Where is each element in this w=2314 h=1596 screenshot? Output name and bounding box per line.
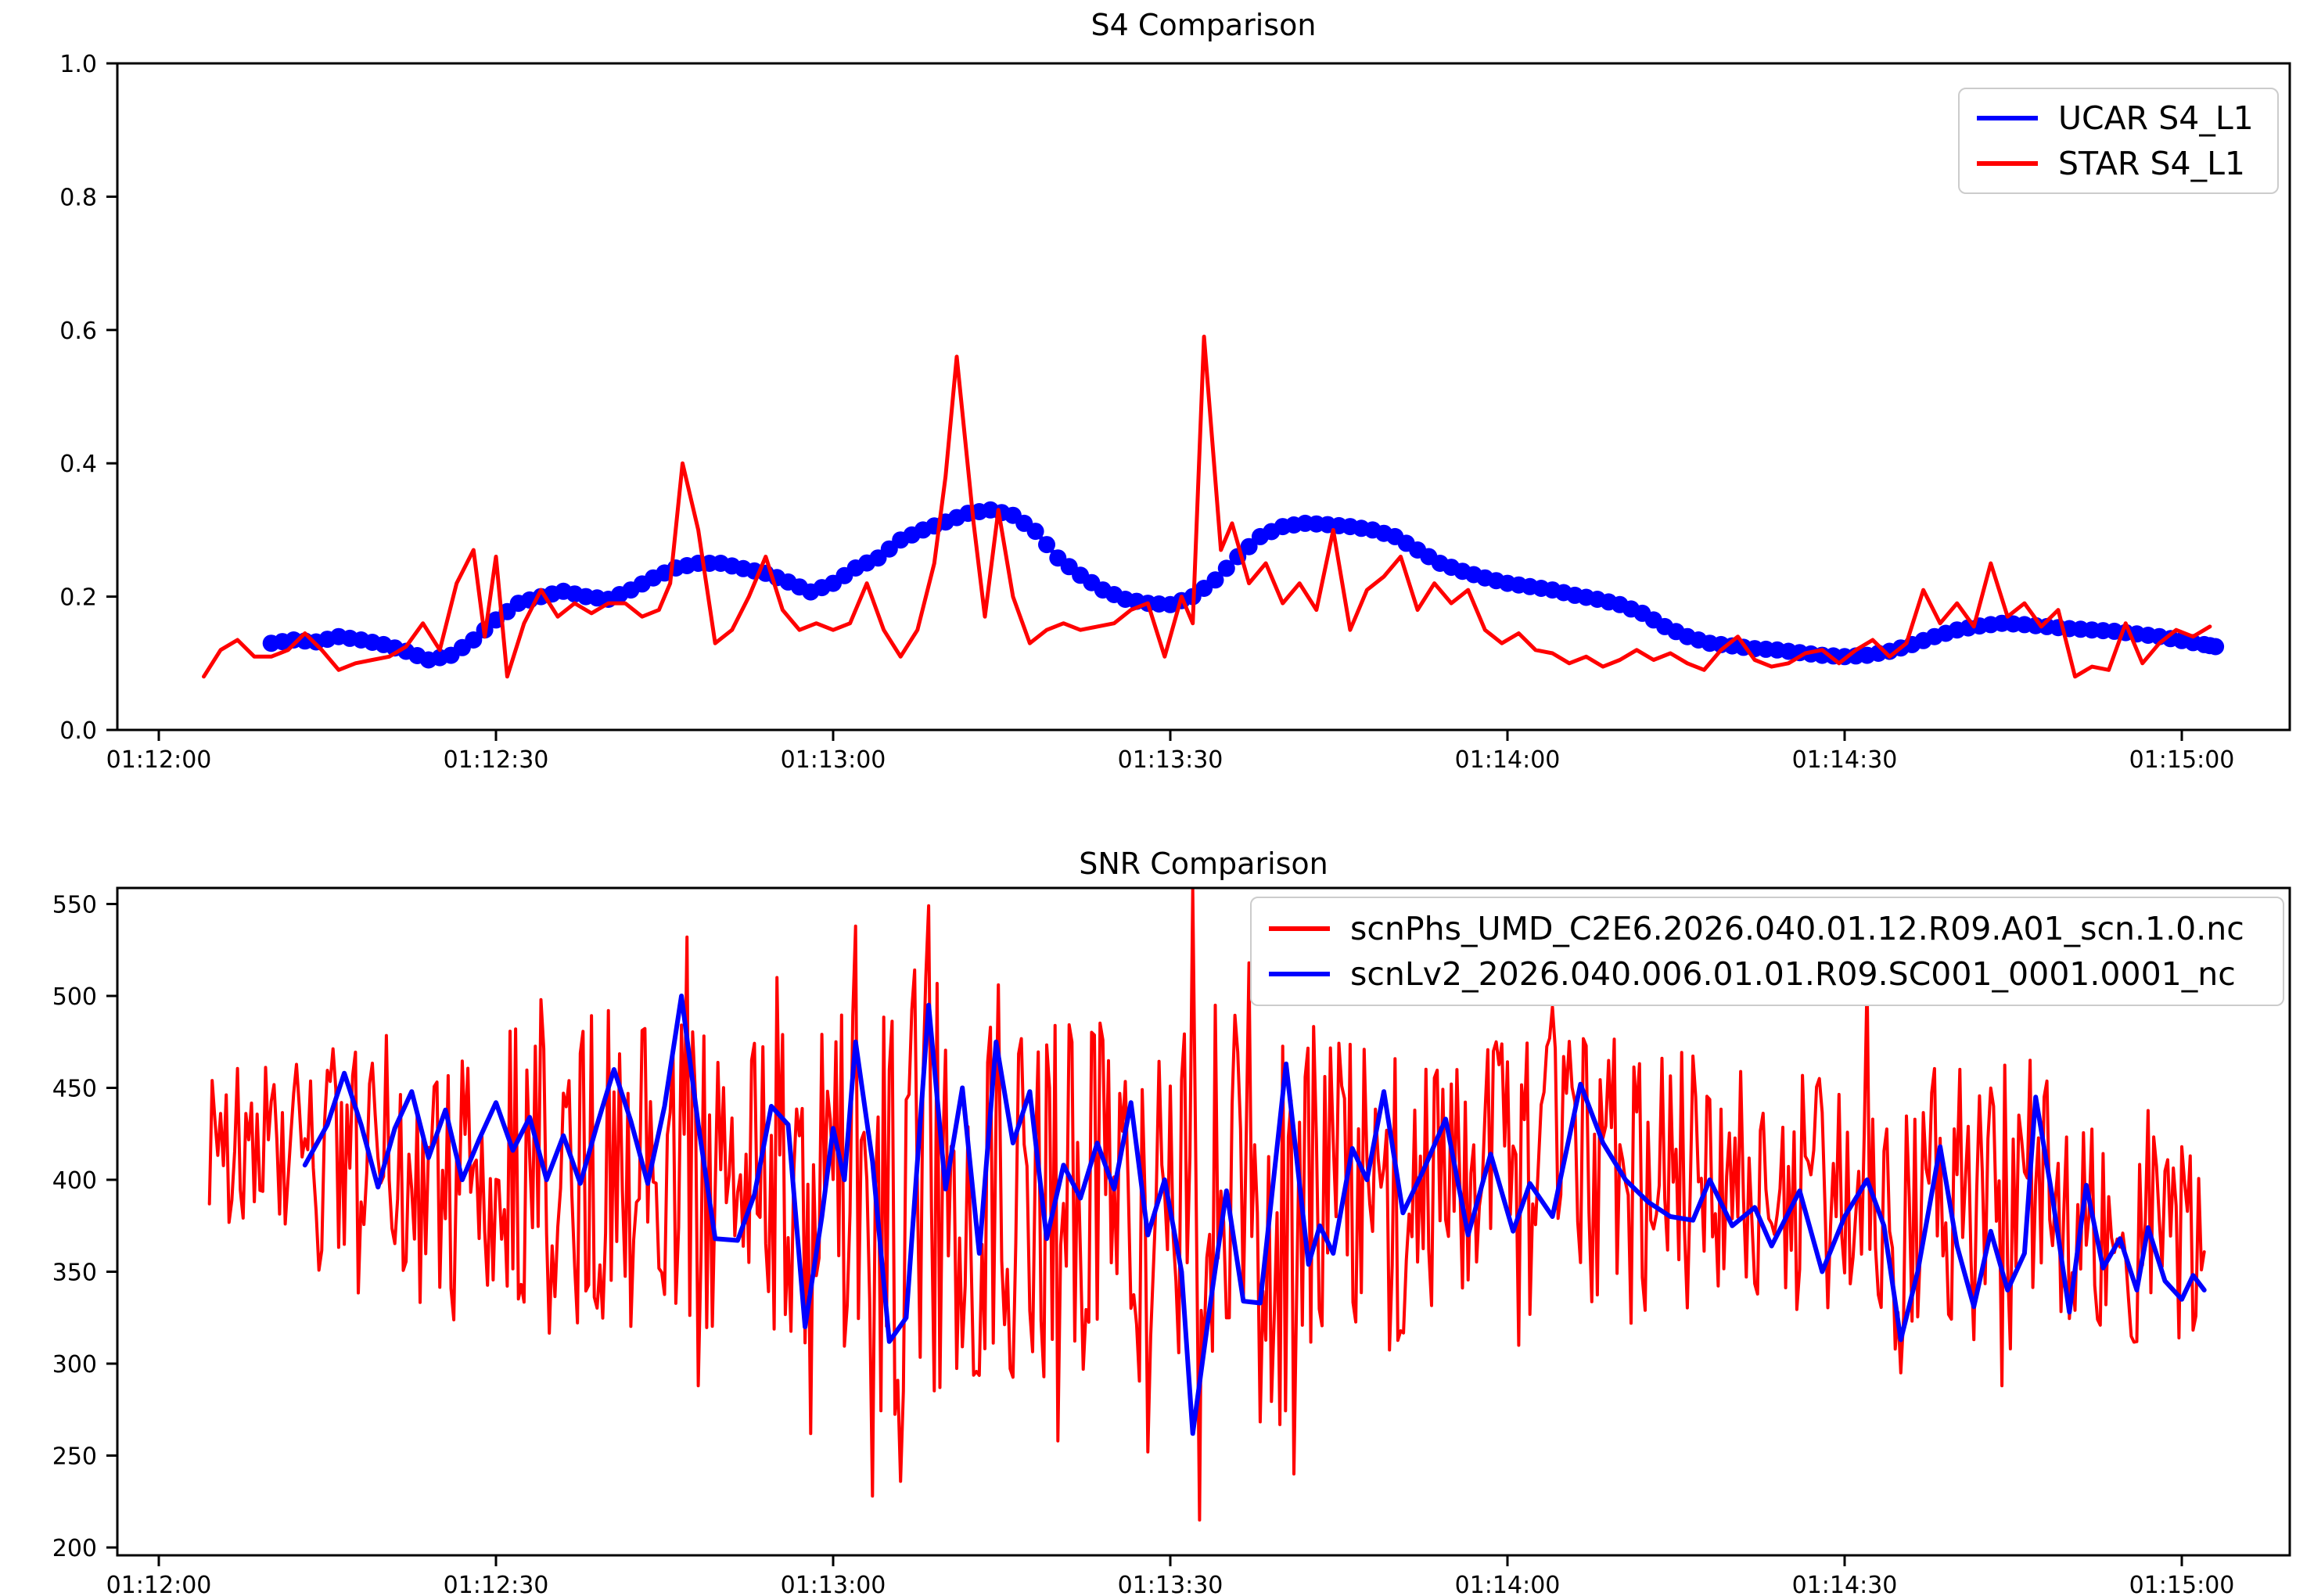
legend-entry-scnphs: scnPhs_UMD_C2E6.2026.040.01.12.R09.A01_s…	[1252, 906, 2283, 951]
legend-label-scnphs: scnPhs_UMD_C2E6.2026.040.01.12.R09.A01_s…	[1350, 909, 2244, 947]
snr-legend: scnPhs_UMD_C2E6.2026.040.01.12.R09.A01_s…	[1250, 897, 2284, 1006]
s4-x-tick-label: 01:13:00	[781, 746, 886, 774]
s4-x-tick-label: 01:12:30	[444, 746, 549, 774]
snr-plot-area	[207, 888, 2207, 1522]
snr-y-tick-label: 350	[52, 1260, 97, 1287]
snr-y-tick-label: 200	[52, 1535, 97, 1562]
s4-y-tick-label: 0.8	[59, 184, 97, 211]
ucar-line-swatch	[1977, 116, 2038, 120]
scnlv2-line-swatch	[1269, 972, 1330, 976]
series-line-scnlv2-snr	[302, 994, 2207, 1436]
legend-label-star: STAR S4_L1	[2058, 144, 2245, 182]
s4-axes-frame	[116, 62, 2291, 732]
snr-y-tick-label: 300	[52, 1351, 97, 1379]
legend-label-scnlv2: scnLv2_2026.040.006.01.01.R09.SC001_0001…	[1350, 954, 2236, 993]
s4-plot-area	[202, 334, 2225, 679]
s4-y-tick-label: 0.6	[59, 318, 97, 345]
snr-x-tick-label: 01:14:30	[1792, 1572, 1898, 1596]
snr-x-tick-label: 01:13:30	[1118, 1572, 1223, 1596]
s4-y-tick-label: 1.0	[59, 51, 97, 78]
scnphs-line-swatch	[1269, 926, 1330, 931]
s4-x-tick-label: 01:12:00	[106, 746, 212, 774]
legend-entry-ucar: UCAR S4_L1	[1960, 95, 2277, 141]
snr-x-tick-label: 01:12:30	[444, 1572, 549, 1596]
s4-y-tick-label: 0.0	[59, 717, 97, 745]
snr-x-tick-label: 01:14:00	[1455, 1572, 1561, 1596]
series-markers-ucar-s4-l1	[262, 501, 2225, 669]
s4-legend: UCAR S4_L1 STAR S4_L1	[1958, 88, 2279, 194]
snr-axes-frame	[116, 886, 2291, 1557]
s4-x-tick-label: 01:13:30	[1118, 746, 1223, 774]
snr-y-tick-label: 500	[52, 983, 97, 1011]
series-line-scnphs-snr	[207, 888, 2206, 1522]
snr-y-tick-label: 250	[52, 1443, 97, 1471]
snr-x-tick-label: 01:15:00	[2129, 1572, 2235, 1596]
s4-x-tick-label: 01:14:30	[1792, 746, 1898, 774]
snr-y-tick-label: 400	[52, 1167, 97, 1195]
star-line-swatch	[1977, 161, 2038, 166]
legend-entry-star: STAR S4_L1	[1960, 141, 2277, 186]
snr-x-tick-label: 01:13:00	[781, 1572, 886, 1596]
legend-label-ucar: UCAR S4_L1	[2058, 99, 2254, 137]
snr-chart-title: SNR Comparison	[1079, 847, 1328, 881]
legend-entry-scnlv2: scnLv2_2026.040.006.01.01.R09.SC001_0001…	[1252, 951, 2283, 997]
snr-x-tick-label: 01:12:00	[106, 1572, 212, 1596]
s4-x-tick-label: 01:15:00	[2129, 746, 2235, 774]
s4-x-tick-label: 01:14:00	[1455, 746, 1561, 774]
s4-chart-title: S4 Comparison	[1091, 8, 1317, 42]
series-line-star-s4-l1	[202, 334, 2212, 679]
snr-y-tick-label: 450	[52, 1076, 97, 1103]
s4-y-tick-label: 0.4	[59, 451, 97, 478]
s4-y-tick-label: 0.2	[59, 584, 97, 612]
snr-y-tick-label: 550	[52, 892, 97, 919]
